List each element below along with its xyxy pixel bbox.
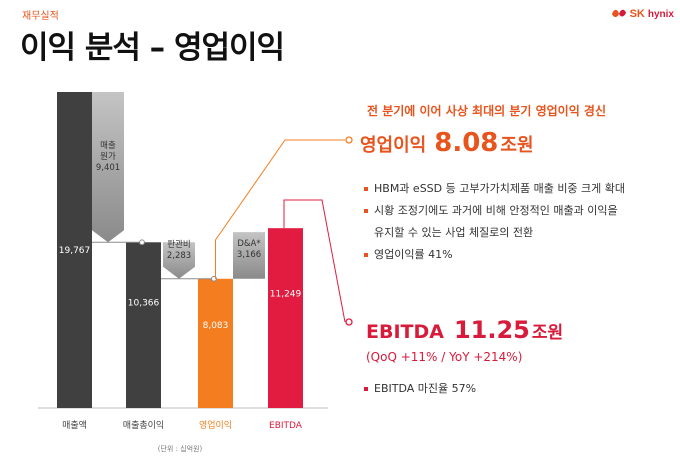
x-tick-label: 영업이익: [199, 419, 232, 431]
bar-value-label: 19,767: [59, 246, 91, 256]
chart-bars: 19,767 10,366 8,083 11,249: [57, 92, 303, 408]
bridge-label: 3,166: [237, 250, 261, 260]
op-callout-line: [215, 139, 345, 279]
section-label: 재무실적: [22, 11, 59, 22]
ebitda-callout-line: [283, 199, 346, 323]
bridge-label: 9,401: [96, 163, 120, 173]
ebitda-callout-dot: [345, 318, 353, 326]
bar-2: [198, 278, 233, 408]
op-callout-dot: [345, 136, 353, 144]
page-title: 이익 분석 – 영업이익: [20, 30, 285, 66]
list-item: 시황 조정기에도 과거에 비해 안정적인 매출과 이익을: [364, 200, 664, 222]
bridge-segment: [233, 232, 265, 279]
bridge-label: 매출: [100, 140, 116, 151]
list-item: 영업이익률 41%: [364, 244, 664, 266]
bar-3: [268, 228, 303, 408]
chart-x-labels: 매출액 매출총이익 영업이익 EBITDA: [62, 419, 303, 431]
headline: 전 분기에 이어 사상 최대의 분기 영업이익 경신: [367, 104, 607, 118]
op-kpi-unit: 조원: [500, 135, 534, 156]
x-tick-label: 매출총이익: [123, 419, 164, 431]
ebitda-bullet-list: EBITDA 마진율 57%: [364, 378, 476, 400]
ebitda-kpi: EBITDA 11.25 조원: [366, 316, 563, 344]
bar-value-label: 10,366: [128, 298, 160, 308]
bridge-label: 원가: [100, 152, 116, 162]
bridge-label: 2,283: [167, 251, 191, 261]
list-item: EBITDA 마진율 57%: [364, 378, 476, 400]
bar-1: [126, 242, 161, 408]
bridge-label: 판관비: [167, 239, 190, 250]
bar-value-label: 8,083: [203, 321, 229, 331]
bridge-label: D&A*: [237, 239, 260, 249]
ebitda-growth: (QoQ +11% / YoY +214%): [366, 350, 523, 364]
op-kpi-value: 8.08: [434, 128, 499, 158]
brand-hynix: hynix: [647, 8, 674, 20]
sk-butterfly-icon: [611, 9, 626, 18]
chart-connectors: [92, 136, 353, 326]
bridge-segment: [92, 92, 124, 243]
list-item-continuation: 유지할 수 있는 사업 체질로의 전환: [374, 226, 534, 239]
ebitda-kpi-value: 11.25: [453, 316, 530, 344]
ebitda-kpi-unit: 조원: [531, 323, 564, 343]
brand-sk: SK: [629, 8, 645, 20]
connector-dot: [139, 239, 145, 246]
list-item: HBM과 eSSD 등 고부가가치제품 매출 비중 크게 확대: [364, 178, 664, 200]
brand-logo: SK hynix: [611, 8, 674, 20]
bar-0: [57, 92, 92, 408]
ebitda-kpi-label: EBITDA: [366, 321, 444, 343]
bridge-segment: [163, 242, 195, 279]
x-tick-label: EBITDA: [269, 421, 303, 431]
operating-profit-kpi: 영업이익 8.08 조원: [360, 128, 534, 158]
op-kpi-label: 영업이익: [360, 135, 427, 156]
bar-value-label: 11,249: [270, 290, 302, 300]
x-tick-label: 매출액: [62, 419, 87, 431]
op-bullet-list: HBM과 eSSD 등 고부가가치제품 매출 비중 크게 확대 시황 조정기에도…: [364, 178, 664, 266]
unit-note: (단위 : 십억원): [158, 444, 203, 453]
